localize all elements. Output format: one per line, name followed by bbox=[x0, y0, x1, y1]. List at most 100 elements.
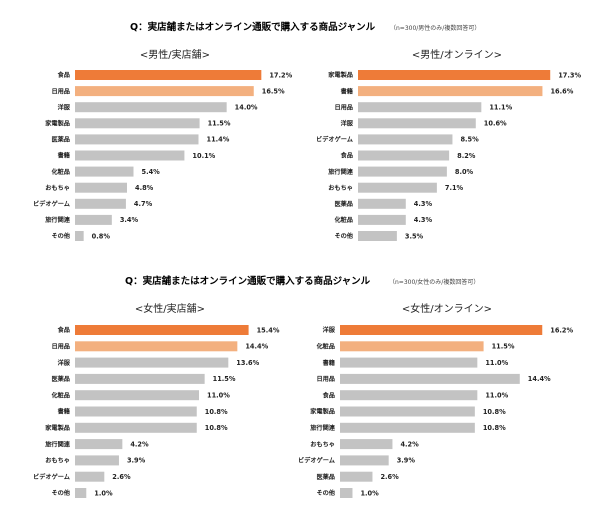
category-label: 化粧品 bbox=[334, 216, 353, 224]
value-label: 1.0% bbox=[94, 489, 113, 497]
value-label: 4.3% bbox=[414, 216, 433, 224]
value-label: 2.6% bbox=[380, 473, 399, 481]
bar-chart-panel: <男性/実店舗> 食品 17.2% 日用品 16.5% 洋服 14.0% 家電製品 11.5% 医… bbox=[33, 48, 293, 241]
category-label: 食品 bbox=[322, 391, 335, 399]
value-label: 16.5% bbox=[262, 87, 285, 95]
bar bbox=[75, 422, 197, 433]
bar bbox=[340, 325, 543, 335]
category-label: 日用品 bbox=[316, 375, 335, 383]
value-label: 10.1% bbox=[192, 152, 215, 160]
category-label: 家電製品 bbox=[328, 71, 353, 79]
category-label: おもちゃ bbox=[45, 184, 70, 192]
bar bbox=[340, 406, 475, 417]
bar bbox=[358, 198, 406, 209]
chart-panels: <男性/実店舗> 食品 17.2% 日用品 16.5% 洋服 14.0% 家電製品 11.5% 医… bbox=[33, 48, 581, 498]
category-label: その他 bbox=[51, 489, 70, 497]
category-label: ビデオゲーム bbox=[316, 136, 353, 144]
category-label: その他 bbox=[334, 232, 353, 240]
section-title-female: Q：実店舗またはオンライン通販で購入する商品ジャンル bbox=[125, 275, 371, 287]
category-label: 化粧品 bbox=[51, 168, 70, 176]
value-label: 3.9% bbox=[397, 457, 416, 465]
category-label: その他 bbox=[316, 489, 335, 497]
bar bbox=[340, 373, 520, 384]
value-label: 14.4% bbox=[245, 343, 268, 351]
panel-title: <男性/実店舗> bbox=[140, 48, 210, 61]
value-label: 13.6% bbox=[236, 359, 259, 367]
value-label: 4.8% bbox=[135, 184, 154, 192]
value-label: 3.5% bbox=[405, 232, 424, 240]
value-label: 4.3% bbox=[414, 200, 433, 208]
category-label: 洋服 bbox=[323, 326, 336, 334]
value-label: 10.8% bbox=[205, 408, 228, 416]
category-label: ビデオゲーム bbox=[298, 457, 335, 465]
bar bbox=[75, 341, 238, 352]
value-label: 10.8% bbox=[483, 408, 506, 416]
category-label: 書籍 bbox=[58, 408, 70, 416]
bar bbox=[75, 86, 254, 97]
bar bbox=[75, 231, 84, 241]
category-label: 化粧品 bbox=[316, 343, 335, 351]
category-label: おもちゃ bbox=[45, 457, 70, 465]
value-label: 11.5% bbox=[208, 120, 231, 128]
category-label: 洋服 bbox=[58, 359, 71, 367]
value-label: 17.2% bbox=[269, 71, 292, 79]
category-label: 旅行関連 bbox=[44, 216, 71, 224]
value-label: 14.4% bbox=[528, 375, 551, 383]
bar bbox=[358, 231, 397, 241]
bar bbox=[75, 455, 119, 466]
category-label: 医薬品 bbox=[334, 200, 353, 208]
category-label: 医薬品 bbox=[316, 473, 335, 481]
category-label: ビデオゲーム bbox=[33, 200, 70, 208]
category-label: 家電製品 bbox=[45, 120, 70, 128]
value-label: 7.1% bbox=[445, 184, 464, 192]
category-label: 家電製品 bbox=[45, 424, 70, 432]
value-label: 16.2% bbox=[550, 326, 573, 334]
category-label: 書籍 bbox=[58, 152, 70, 160]
value-label: 0.8% bbox=[92, 232, 111, 240]
category-label: 旅行関連 bbox=[327, 168, 354, 176]
bar bbox=[340, 439, 393, 450]
value-label: 15.4% bbox=[257, 326, 280, 334]
category-label: ビデオゲーム bbox=[33, 473, 70, 481]
category-label: その他 bbox=[51, 232, 70, 240]
bar bbox=[340, 471, 373, 482]
bar bbox=[75, 406, 197, 417]
bar bbox=[340, 422, 475, 433]
value-label: 10.6% bbox=[484, 120, 507, 128]
bar bbox=[358, 214, 406, 225]
section-title-male: Q：実店舗またはオンライン通販で購入する商品ジャンル bbox=[130, 21, 376, 33]
bar bbox=[75, 150, 185, 161]
panel-title: <女性/オンライン> bbox=[402, 302, 492, 315]
bar bbox=[358, 102, 482, 113]
bar bbox=[75, 488, 87, 498]
value-label: 11.5% bbox=[213, 375, 236, 383]
bar bbox=[358, 134, 453, 145]
value-label: 1.0% bbox=[360, 489, 379, 497]
category-label: 洋服 bbox=[58, 103, 71, 111]
bar bbox=[75, 134, 199, 145]
category-label: 食品 bbox=[57, 71, 70, 79]
value-label: 10.8% bbox=[205, 424, 228, 432]
bar bbox=[75, 214, 112, 225]
category-label: 食品 bbox=[57, 326, 70, 334]
bar bbox=[358, 182, 437, 193]
category-label: 食品 bbox=[340, 152, 353, 160]
bar bbox=[75, 166, 134, 177]
bar bbox=[75, 182, 127, 193]
bar bbox=[75, 325, 249, 335]
bar-chart-panel: <女性/実店舗> 食品 15.4% 日用品 14.4% 洋服 13.6% 医薬品 11.5% 化粧… bbox=[33, 302, 280, 498]
value-label: 11.0% bbox=[485, 392, 508, 400]
bar bbox=[75, 471, 105, 482]
bar bbox=[358, 86, 543, 97]
category-label: 医薬品 bbox=[51, 136, 70, 144]
value-label: 11.0% bbox=[485, 359, 508, 367]
value-label: 11.5% bbox=[492, 343, 515, 351]
bar bbox=[75, 118, 200, 129]
bar bbox=[358, 150, 450, 161]
bar bbox=[340, 341, 484, 352]
category-label: 日用品 bbox=[334, 103, 353, 111]
category-label: 日用品 bbox=[51, 87, 70, 95]
category-label: 化粧品 bbox=[51, 391, 70, 399]
category-label: 書籍 bbox=[341, 87, 353, 95]
